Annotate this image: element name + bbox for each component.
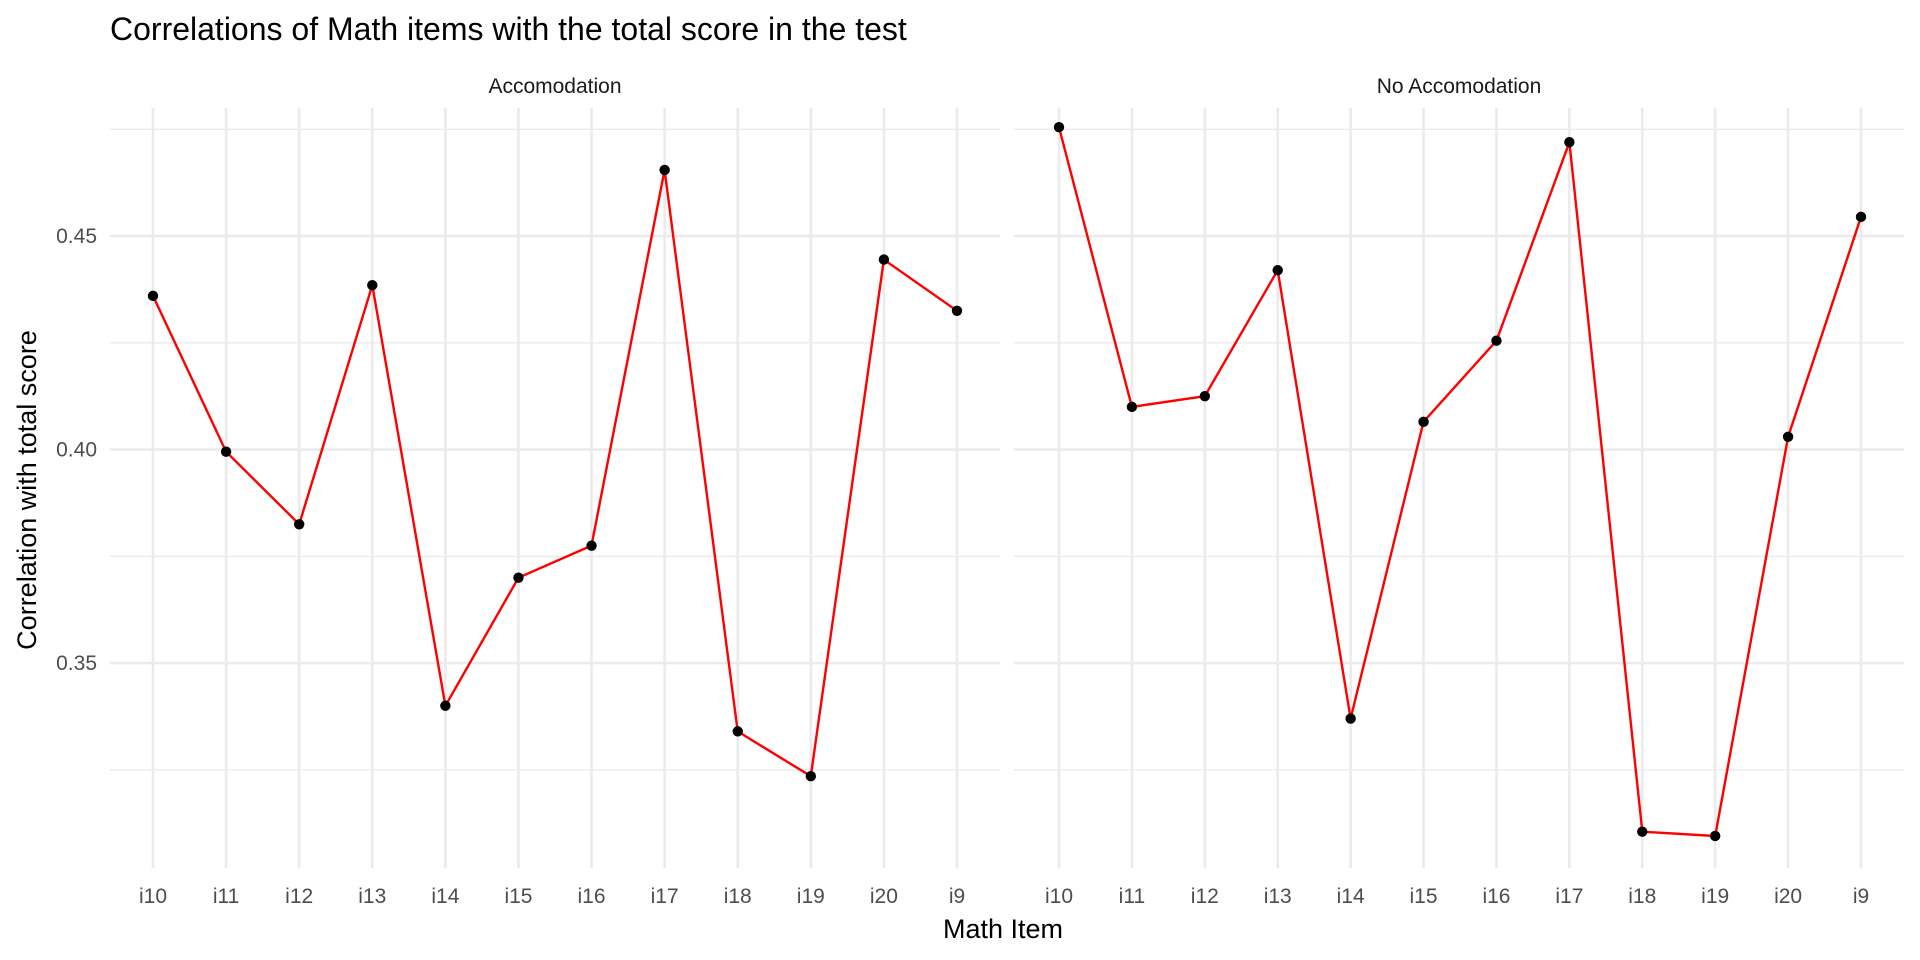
data-point bbox=[1491, 335, 1502, 346]
x-tick-label: i20 bbox=[1774, 885, 1802, 908]
data-point bbox=[1199, 391, 1211, 402]
x-tick-label: i16 bbox=[1482, 885, 1510, 908]
x-tick-label: i19 bbox=[797, 885, 825, 908]
x-axis-label: Math Item bbox=[943, 914, 1063, 944]
data-point bbox=[1564, 136, 1575, 148]
x-tick-label: i18 bbox=[1628, 885, 1656, 908]
x-tick-label: i14 bbox=[1337, 885, 1365, 908]
panel-2: No Accomodation i10 i11 i12 i13 i14 i15 i16 i17 i… bbox=[1014, 75, 1904, 908]
x-tick-label: i12 bbox=[285, 885, 313, 908]
x-tick-label: i13 bbox=[1264, 885, 1292, 908]
data-point bbox=[1709, 830, 1721, 842]
facet-label: Accomodation bbox=[488, 75, 621, 98]
facet-label: No Accomodation bbox=[1377, 75, 1542, 98]
y-tick-label: 0.40 bbox=[56, 439, 97, 462]
data-point bbox=[1272, 265, 1283, 276]
data-point bbox=[951, 305, 963, 317]
x-tick-label: i18 bbox=[724, 885, 752, 908]
data-point bbox=[1418, 416, 1429, 428]
data-point bbox=[732, 726, 743, 737]
x-tick-label: i12 bbox=[1191, 885, 1219, 908]
data-point bbox=[1782, 431, 1794, 442]
y-tick-label: 0.35 bbox=[56, 652, 97, 675]
data-point bbox=[220, 446, 232, 457]
data-point bbox=[1855, 211, 1867, 223]
series-line bbox=[1057, 126, 1863, 838]
data-point bbox=[293, 519, 305, 530]
panel-1: Accomodation i10 i11 i12 i13 i14 i15 i16 i17 i18 i… bbox=[56, 75, 1000, 908]
x-tick-label: i14 bbox=[431, 885, 459, 908]
x-tick-label: i9 bbox=[949, 885, 965, 908]
data-point bbox=[1637, 826, 1648, 837]
x-tick-label: i19 bbox=[1701, 885, 1729, 908]
x-tick-label: i13 bbox=[358, 885, 386, 908]
data-point bbox=[513, 572, 524, 583]
x-tick-label: i10 bbox=[1045, 885, 1073, 908]
x-tick-label: i15 bbox=[504, 885, 532, 908]
x-tick-label: i11 bbox=[1119, 885, 1145, 908]
x-tick-label: i17 bbox=[651, 885, 679, 908]
x-tick-label: i16 bbox=[578, 885, 606, 908]
x-tick-label: i20 bbox=[870, 885, 898, 908]
x-tick-label: i17 bbox=[1555, 885, 1583, 908]
data-point bbox=[1345, 713, 1356, 724]
x-tick-label: i10 bbox=[139, 885, 167, 908]
data-point bbox=[878, 254, 890, 265]
data-point bbox=[586, 540, 597, 551]
x-tick-label: i11 bbox=[213, 885, 239, 908]
y-axis-label: Correlation with total score bbox=[12, 330, 42, 650]
data-point bbox=[659, 164, 670, 176]
x-tick-label: i15 bbox=[1410, 885, 1438, 908]
panels: Accomodation i10 i11 i12 i13 i14 i15 i16 i17 i18 i… bbox=[56, 75, 1904, 908]
data-point bbox=[147, 290, 159, 302]
data-point bbox=[1053, 122, 1065, 133]
data-point bbox=[1126, 401, 1138, 413]
data-point bbox=[440, 700, 451, 711]
x-tick-label: i9 bbox=[1853, 885, 1869, 908]
y-tick-label: 0.45 bbox=[56, 225, 97, 248]
data-point bbox=[805, 771, 817, 782]
chart-title: Correlations of Math items with the tota… bbox=[110, 11, 907, 47]
data-point bbox=[367, 279, 378, 291]
series-line bbox=[151, 168, 958, 778]
